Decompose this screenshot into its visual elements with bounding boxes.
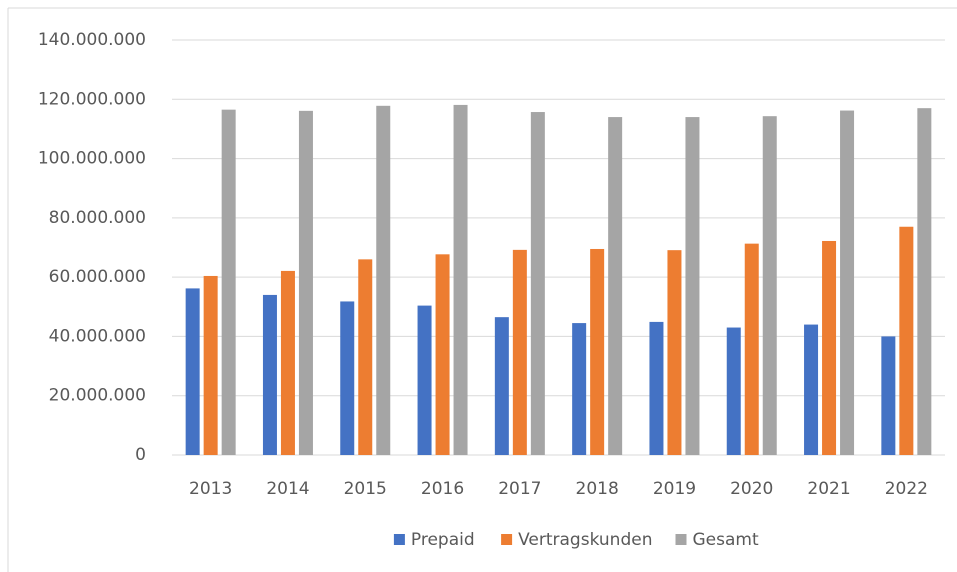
bar bbox=[530, 112, 545, 456]
x-tick-label: 2022 bbox=[885, 479, 928, 499]
y-tick-label: 40.000.000 bbox=[49, 326, 146, 346]
bar bbox=[804, 324, 819, 455]
bar bbox=[340, 301, 355, 455]
bar bbox=[203, 275, 218, 455]
legend-label: Prepaid bbox=[411, 530, 475, 550]
bar bbox=[649, 321, 664, 455]
y-tick-label: 120.000.000 bbox=[38, 89, 146, 109]
bar bbox=[822, 240, 837, 455]
x-tick-label: 2014 bbox=[266, 479, 309, 499]
bar bbox=[572, 323, 587, 455]
bar bbox=[453, 104, 468, 456]
bar bbox=[280, 270, 295, 455]
y-tick-label: 0 bbox=[135, 445, 146, 465]
x-tick-label: 2013 bbox=[189, 479, 232, 499]
bar bbox=[899, 226, 914, 455]
bar bbox=[762, 116, 777, 456]
x-tick-label: 2020 bbox=[730, 479, 773, 499]
legend-label: Gesamt bbox=[693, 530, 759, 550]
bar bbox=[185, 288, 200, 455]
x-tick-label: 2016 bbox=[421, 479, 464, 499]
bar bbox=[667, 250, 682, 455]
bar bbox=[298, 110, 313, 455]
y-tick-label: 140.000.000 bbox=[38, 30, 146, 50]
x-tick-label: 2018 bbox=[576, 479, 619, 499]
bar bbox=[881, 336, 896, 455]
x-tick-label: 2019 bbox=[653, 479, 696, 499]
bar bbox=[590, 248, 605, 455]
bar bbox=[417, 305, 432, 455]
bar bbox=[917, 108, 932, 455]
bar bbox=[494, 317, 509, 455]
y-tick-label: 80.000.000 bbox=[49, 208, 146, 228]
y-tick-label: 60.000.000 bbox=[49, 267, 146, 287]
bar bbox=[840, 110, 855, 456]
legend-swatch bbox=[675, 534, 687, 545]
bar bbox=[435, 254, 450, 455]
legend-swatch bbox=[501, 534, 513, 545]
x-tick-label: 2017 bbox=[498, 479, 541, 499]
legend-swatch bbox=[393, 534, 405, 545]
bar bbox=[221, 109, 236, 456]
bar bbox=[685, 117, 700, 456]
bar bbox=[608, 117, 623, 456]
bar bbox=[262, 294, 277, 455]
y-tick-label: 100.000.000 bbox=[38, 149, 146, 169]
bar bbox=[512, 249, 527, 455]
bar bbox=[376, 105, 391, 456]
bar bbox=[744, 243, 759, 455]
bar bbox=[726, 327, 741, 455]
legend-label: Vertragskunden bbox=[518, 530, 652, 550]
x-tick-label: 2021 bbox=[807, 479, 850, 499]
y-tick-label: 20.000.000 bbox=[49, 386, 146, 406]
x-tick-label: 2015 bbox=[344, 479, 387, 499]
bar bbox=[358, 259, 373, 455]
